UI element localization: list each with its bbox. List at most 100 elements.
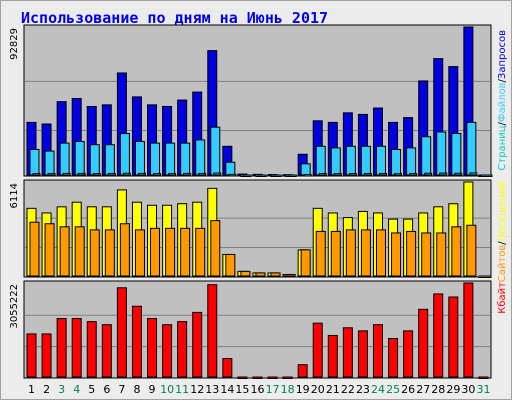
bar-requests-Файлов-14 — [225, 161, 236, 176]
x-tick-label: 5 — [88, 383, 95, 396]
bar-requests-Страниц-4 — [77, 172, 86, 176]
bar-requests-Страниц-7 — [122, 172, 131, 176]
bar-visits-Сайтов-15 — [240, 270, 251, 277]
x-tick-label: 22 — [341, 383, 355, 396]
x-tick-label: 14 — [220, 383, 234, 396]
bar-kbytes-Кбайт-13 — [207, 284, 218, 378]
legend-kbytes: Кбайт — [497, 282, 508, 314]
bar-requests-Файлов-12 — [195, 139, 206, 176]
bar-requests-Файлов-11 — [180, 142, 191, 176]
legend-entry: / — [497, 241, 508, 245]
x-tick-label: 1 — [28, 383, 35, 396]
bar-visits-Сайтов-26 — [406, 230, 417, 277]
bar-kbytes-Кбайт-17 — [267, 376, 278, 379]
bar-visits-Сайтов-1 — [29, 221, 40, 277]
bar-requests-Страниц-13 — [213, 172, 222, 176]
bar-requests-Файлов-1 — [29, 148, 40, 176]
bar-requests-Файлов-24 — [375, 145, 386, 176]
bar-visits-Сайтов-22 — [345, 229, 356, 277]
x-tick-label: 15 — [235, 383, 249, 396]
x-tick-label: 6 — [103, 383, 110, 396]
bar-requests-Файлов-2 — [44, 150, 55, 176]
y-max-label: 3055222 — [9, 284, 20, 329]
bar-requests-Файлов-7 — [119, 133, 130, 176]
bar-requests-Страниц-27 — [424, 172, 433, 176]
bar-visits-Сайтов-31 — [481, 275, 492, 278]
bar-requests-Файлов-30 — [466, 121, 477, 176]
bar-requests-Страниц-1 — [32, 173, 41, 176]
bar-kbytes-Кбайт-20 — [312, 322, 323, 378]
bar-requests-Страниц-6 — [107, 173, 116, 176]
bar-visits-Сайтов-12 — [195, 227, 206, 277]
x-tick-label: 16 — [251, 383, 265, 396]
bar-kbytes-Кбайт-23 — [357, 330, 368, 378]
bar-requests-Страниц-19 — [303, 174, 312, 177]
x-tick-label: 10 — [160, 383, 174, 396]
bar-kbytes-Кбайт-21 — [327, 334, 338, 378]
bar-visits-Сайтов-7 — [119, 223, 130, 277]
bar-kbytes-Кбайт-11 — [177, 321, 188, 378]
bar-requests-Страниц-17 — [273, 174, 282, 177]
bar-requests-Файлов-28 — [436, 131, 447, 176]
bar-requests-Страниц-14 — [228, 173, 237, 177]
bar-requests-Файлов-8 — [134, 141, 145, 176]
bar-requests-Файлов-23 — [360, 145, 371, 176]
bar-kbytes-Кбайт-28 — [433, 293, 444, 378]
x-tick-label: 18 — [281, 383, 295, 396]
x-tick-label: 30 — [461, 383, 475, 396]
bar-visits-Сайтов-8 — [134, 229, 145, 277]
legend-visits: Сайтов/Посещений — [497, 181, 508, 282]
y-max-label: 6114 — [9, 183, 20, 208]
bar-visits-Сайтов-4 — [74, 226, 85, 277]
legend-entry: Запросов — [497, 30, 508, 79]
bar-requests-Страниц-2 — [47, 173, 56, 176]
bar-visits-Сайтов-13 — [210, 220, 221, 277]
bar-visits-Сайтов-10 — [165, 227, 176, 277]
bar-kbytes-Кбайт-15 — [237, 376, 248, 379]
x-tick-label: 19 — [296, 383, 310, 396]
bar-kbytes-Кбайт-9 — [147, 318, 158, 378]
bar-kbytes-Кбайт-8 — [131, 305, 142, 378]
bar-visits-Сайтов-27 — [421, 232, 432, 277]
bar-kbytes-Кбайт-25 — [388, 338, 399, 378]
bar-requests-Страниц-9 — [153, 173, 162, 176]
bar-kbytes-Кбайт-2 — [41, 333, 52, 378]
bar-requests-Файлов-26 — [406, 147, 417, 176]
bar-visits-Сайтов-25 — [391, 232, 402, 277]
x-tick-label: 20 — [311, 383, 325, 396]
bar-visits-Сайтов-21 — [330, 230, 341, 277]
bar-kbytes-Кбайт-14 — [222, 358, 233, 378]
x-tick-label: 9 — [149, 383, 156, 396]
x-tick-label: 12 — [190, 383, 204, 396]
bar-requests-Файлов-6 — [104, 144, 115, 176]
bar-kbytes-Кбайт-26 — [403, 330, 414, 378]
bar-requests-Страниц-29 — [454, 172, 463, 176]
bar-requests-Страниц-22 — [348, 173, 357, 176]
bar-requests-Файлов-4 — [74, 141, 85, 176]
bar-visits-Сайтов-16 — [255, 272, 266, 277]
bar-requests-Файлов-22 — [345, 145, 356, 176]
bar-kbytes-Кбайт-7 — [116, 287, 127, 378]
legend-entry: Сайтов — [497, 245, 508, 283]
bar-kbytes-Кбайт-4 — [71, 318, 82, 378]
bar-requests-Страниц-21 — [333, 173, 342, 176]
bar-visits-Сайтов-24 — [375, 229, 386, 277]
bar-requests-Файлов-21 — [330, 147, 341, 176]
bar-kbytes-Кбайт-18 — [282, 376, 293, 379]
x-tick-label: 31 — [476, 383, 490, 396]
x-tick-label: 13 — [205, 383, 219, 396]
bar-visits-Сайтов-17 — [270, 272, 281, 277]
bar-visits-Сайтов-2 — [44, 223, 55, 277]
bar-requests-Страниц-20 — [318, 173, 327, 176]
x-tick-label: 7 — [118, 383, 125, 396]
bar-requests-Файлов-3 — [59, 142, 70, 176]
bar-requests-Страниц-12 — [198, 172, 207, 176]
bar-kbytes-Кбайт-27 — [418, 308, 429, 378]
bar-requests-Страниц-18 — [288, 174, 297, 177]
bar-requests-Страниц-11 — [183, 172, 192, 176]
bar-visits-Сайтов-11 — [180, 227, 191, 277]
legend-entry: / — [497, 121, 508, 125]
bar-kbytes-Кбайт-30 — [463, 282, 474, 378]
bar-requests-Файлов-10 — [165, 142, 176, 176]
